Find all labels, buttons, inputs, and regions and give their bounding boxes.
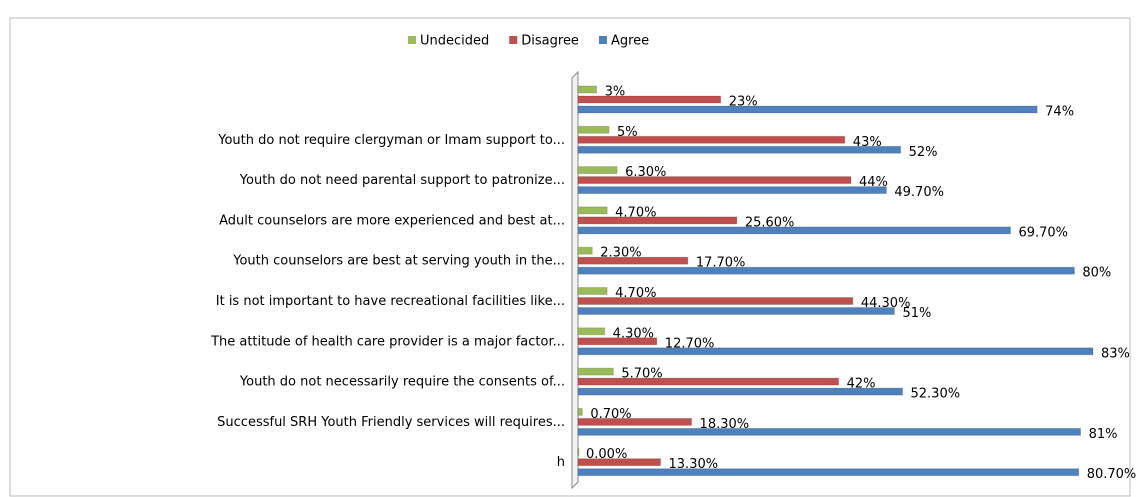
legend-label: Agree <box>611 34 649 49</box>
value-label: 80.70% <box>1087 467 1137 482</box>
category-label: Youth counselors are best at serving you… <box>232 254 565 269</box>
bar <box>577 186 887 195</box>
bar <box>577 206 608 215</box>
bar <box>577 417 693 426</box>
category-label: Youth do not require clergyman or Imam s… <box>217 133 565 148</box>
bar <box>577 246 593 255</box>
bar <box>577 125 610 134</box>
bar <box>577 226 1011 235</box>
bar <box>577 176 852 185</box>
bar <box>577 105 1038 114</box>
legend-label: Undecided <box>420 34 489 49</box>
value-label: 0.70% <box>590 407 631 422</box>
value-label: 74% <box>1045 105 1074 120</box>
value-label: 3% <box>605 85 626 100</box>
category-label: Youth do not need parental support to pa… <box>239 173 565 188</box>
bar <box>577 407 583 416</box>
bar <box>577 448 580 457</box>
bar <box>577 135 846 144</box>
category-label: It is not important to have recreational… <box>216 294 565 309</box>
bar <box>577 287 608 295</box>
legend-swatch <box>509 36 518 44</box>
bar <box>577 95 722 104</box>
legend-label: Disagree <box>521 34 579 49</box>
value-label: 13.30% <box>669 457 719 472</box>
value-label: 18.30% <box>700 417 750 432</box>
value-label: 0.00% <box>586 447 627 462</box>
value-label: 81% <box>1089 427 1118 442</box>
bar <box>577 367 614 376</box>
category-label: Successful SRH Youth Friendly services w… <box>217 415 565 430</box>
bar <box>577 458 662 467</box>
value-label: 51% <box>902 306 931 321</box>
value-label: 83% <box>1101 346 1130 361</box>
bar <box>577 266 1075 275</box>
legend-swatch <box>408 36 416 44</box>
category-label: The attitude of health care provider is … <box>210 334 565 349</box>
value-label: 80% <box>1082 266 1111 281</box>
value-label: 17.70% <box>696 256 746 271</box>
value-label: 12.70% <box>665 336 715 351</box>
bar <box>577 347 1094 356</box>
bar <box>577 427 1082 436</box>
value-label: 5% <box>617 125 638 140</box>
axis-wall <box>571 70 579 490</box>
bar <box>577 145 902 154</box>
value-label: 25.60% <box>745 215 795 230</box>
category-label: Adult counselors are more experienced an… <box>219 213 565 228</box>
value-label: 4.70% <box>615 205 656 220</box>
bar <box>577 387 904 396</box>
value-label: 44.30% <box>861 296 911 311</box>
value-label: 5.70% <box>621 367 662 382</box>
category-label: Youth do not necessarily require the con… <box>239 375 565 390</box>
bar <box>577 307 895 315</box>
value-label: 43% <box>853 135 882 150</box>
bar <box>577 377 840 386</box>
value-label: 69.70% <box>1018 225 1068 240</box>
legend-swatch <box>598 36 607 44</box>
value-label: 2.30% <box>600 246 641 261</box>
value-label: 52.30% <box>911 387 961 402</box>
bar <box>577 216 738 225</box>
value-label: 44% <box>859 175 888 190</box>
bar <box>577 337 658 346</box>
value-label: 42% <box>847 377 876 392</box>
value-label: 4.30% <box>613 326 654 341</box>
value-label: 49.70% <box>894 185 944 200</box>
category-label: h <box>557 455 565 470</box>
bar <box>577 327 606 336</box>
bar <box>577 85 598 94</box>
value-label: 23% <box>729 95 758 110</box>
bar <box>577 297 854 305</box>
value-label: 4.70% <box>615 286 656 301</box>
value-label: 52% <box>909 145 938 160</box>
chart-frame <box>9 17 1131 497</box>
bar <box>577 256 689 265</box>
bar <box>577 468 1080 477</box>
value-label: 6.30% <box>625 165 666 180</box>
bar <box>577 166 618 175</box>
